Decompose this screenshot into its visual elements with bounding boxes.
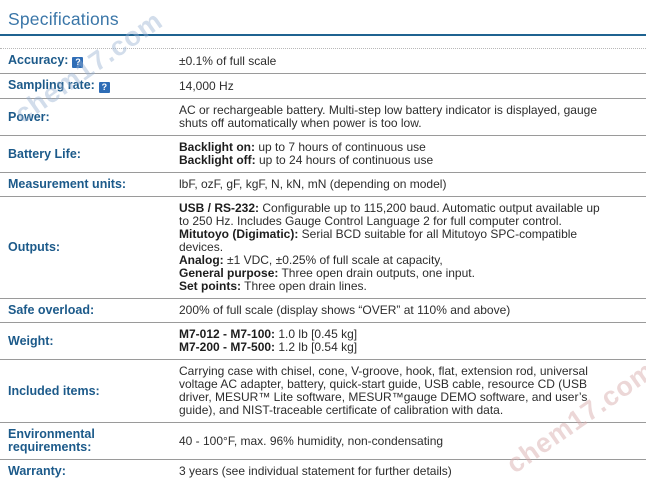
table-row: Battery Life: Backlight on: up to 7 hours… [0, 135, 646, 173]
spec-value-line: lbF, ozF, gF, kgF, N, kN, mN (depending … [179, 178, 602, 191]
spec-value-text: up to 7 hours of continuous use [255, 140, 426, 154]
spec-label-cell: Environmental requirements: [0, 422, 172, 460]
spec-value-text: ±0.1% of full scale [179, 53, 277, 68]
spec-value-line: General purpose: Three open drain output… [179, 267, 602, 280]
spec-value-text: 14,000 Hz [179, 78, 234, 93]
spec-value-text: Three open drain lines. [241, 279, 367, 293]
spec-label-cell: Battery Life: [0, 135, 172, 173]
page-title: Specifications [8, 9, 119, 29]
spec-value-bold-prefix: Analog: [179, 253, 224, 267]
spec-value-cell: AC or rechargeable battery. Multi-step l… [172, 98, 646, 136]
spec-label: Outputs: [8, 240, 61, 254]
spec-value-bold-prefix: USB / RS-232: [179, 201, 260, 215]
table-row: Weight: M7-012 - M7-100: 1.0 lb [0.45 kg]… [0, 322, 646, 360]
table-row: Safe overload: 200% of full scale (displa… [0, 298, 646, 323]
spec-value-line: Backlight off: up to 24 hours of continu… [179, 154, 602, 167]
spec-value-cell: Backlight on: up to 7 hours of continuou… [172, 135, 646, 173]
spec-value-bold-prefix: Mitutoyo (Digimatic): [179, 227, 299, 241]
spec-value-cell: 200% of full scale (display shows “OVER”… [172, 298, 646, 323]
help-icon[interactable]: ? [72, 57, 84, 68]
spec-value-line: Mitutoyo (Digimatic): Serial BCD suitabl… [179, 228, 602, 254]
spec-value-line: 200% of full scale (display shows “OVER”… [179, 304, 602, 317]
table-row: Environmental requirements: 40 - 100°F, m… [0, 422, 646, 460]
spec-value-text: 40 - 100°F, max. 96% humidity, non-conde… [179, 433, 444, 448]
spec-label-cell: Included items: [0, 359, 172, 423]
spec-value-bold-prefix: Backlight on: [179, 140, 256, 154]
specifications-table-body: Accuracy:? ±0.1% of full scale Sampling ra… [0, 48, 646, 481]
spec-label-cell: Measurement units: [0, 172, 172, 197]
spec-label-cell: Accuracy:? [0, 48, 172, 74]
spec-value-cell: Carrying case with chisel, cone, V-groov… [172, 359, 646, 423]
spec-label: Warranty: [8, 464, 66, 478]
spec-value-cell: lbF, ozF, gF, kgF, N, kN, mN (depending … [172, 172, 646, 197]
spec-value-line: M7-012 - M7-100: 1.0 lb [0.45 kg] [179, 328, 602, 341]
spec-value-line: 40 - 100°F, max. 96% humidity, non-conde… [179, 433, 602, 448]
spec-value-line: Backlight on: up to 7 hours of continuou… [179, 141, 602, 154]
spec-value-bold-prefix: General purpose: [179, 266, 279, 280]
spec-value-line: AC or rechargeable battery. Multi-step l… [179, 104, 602, 130]
spec-value-text: lbF, ozF, gF, kgF, N, kN, mN (depending … [179, 177, 447, 191]
spec-label: Environmental requirements: [8, 427, 95, 454]
spec-label-cell: Weight: [0, 322, 172, 360]
spec-label: Safe overload: [8, 303, 95, 317]
help-icon[interactable]: ? [98, 82, 110, 93]
table-row: Outputs: USB / RS-232: Configurable up to… [0, 196, 646, 299]
table-row: Power: AC or rechargeable battery. Multi-… [0, 98, 646, 136]
spec-value-line: Set points: Three open drain lines. [179, 280, 602, 293]
spec-label-cell: Warranty: [0, 460, 172, 481]
spec-label: Battery Life: [8, 146, 81, 161]
spec-label: Sampling rate: [8, 78, 95, 92]
specifications-table: Accuracy:? ±0.1% of full scale Sampling ra… [0, 48, 646, 481]
spec-value-text: ±1 VDC, ±0.25% of full scale at capacity… [223, 253, 443, 267]
spec-value-line: ±0.1% of full scale [179, 53, 602, 68]
spec-value-text: 1.0 lb [0.45 kg] [275, 327, 358, 341]
table-row: Warranty: 3 years (see individual stateme… [0, 460, 646, 481]
spec-value-line: Carrying case with chisel, cone, V-groov… [179, 365, 602, 417]
spec-value-bold-prefix: M7-200 - M7-500: [179, 340, 276, 354]
spec-value-text: Three open drain outputs, one input. [278, 266, 475, 280]
spec-value-text: Serial BCD suitable for all Mitutoyo SPC… [179, 227, 578, 254]
spec-label-cell: Outputs: [0, 196, 172, 299]
spec-label-cell: Sampling rate:? [0, 73, 172, 99]
spec-label: Included items: [8, 383, 100, 398]
spec-value-cell: 14,000 Hz [172, 73, 646, 99]
spec-value-text: Carrying case with chisel, cone, V-groov… [179, 364, 588, 417]
spec-value-line: M7-200 - M7-500: 1.2 lb [0.54 kg] [179, 341, 602, 354]
spec-value-cell: M7-012 - M7-100: 1.0 lb [0.45 kg] M7-200 … [172, 322, 646, 360]
spec-label: Power: [8, 109, 50, 124]
spec-value-bold-prefix: M7-012 - M7-100: [179, 327, 276, 341]
spec-value-line: 3 years (see individual statement for fu… [179, 465, 602, 478]
spec-value-text: 3 years (see individual statement for fu… [179, 464, 452, 478]
spec-value-bold-prefix: Set points: [179, 279, 241, 293]
spec-label: Measurement units: [8, 177, 127, 191]
spec-value-cell: 40 - 100°F, max. 96% humidity, non-conde… [172, 422, 646, 460]
spec-value-cell: USB / RS-232: Configurable up to 115,200… [172, 196, 646, 299]
spec-label: Weight: [8, 333, 54, 348]
spec-label: Accuracy: [8, 53, 69, 67]
table-row: Accuracy:? ±0.1% of full scale [0, 48, 646, 74]
spec-label-cell: Safe overload: [0, 298, 172, 323]
spec-value-text: 1.2 lb [0.54 kg] [275, 340, 358, 354]
spec-value-line: 14,000 Hz [179, 78, 602, 93]
spec-value-text: 200% of full scale (display shows “OVER”… [179, 303, 511, 317]
spec-value-text: Configurable up to 115,200 baud. Automat… [179, 201, 600, 228]
spec-value-text: up to 24 hours of continuous use [255, 153, 434, 167]
spec-value-line: USB / RS-232: Configurable up to 115,200… [179, 202, 602, 228]
spec-value-text: AC or rechargeable battery. Multi-step l… [179, 103, 597, 130]
table-row: Included items: Carrying case with chisel… [0, 359, 646, 423]
table-row: Measurement units: lbF, ozF, gF, kgF, N, … [0, 172, 646, 197]
spec-value-cell: ±0.1% of full scale [172, 48, 646, 74]
spec-value-cell: 3 years (see individual statement for fu… [172, 460, 646, 481]
spec-label-cell: Power: [0, 98, 172, 136]
spec-value-bold-prefix: Backlight off: [179, 153, 256, 167]
spec-value-line: Analog: ±1 VDC, ±0.25% of full scale at … [179, 254, 602, 267]
table-row: Sampling rate:? 14,000 Hz [0, 73, 646, 99]
title-divider [0, 34, 646, 36]
